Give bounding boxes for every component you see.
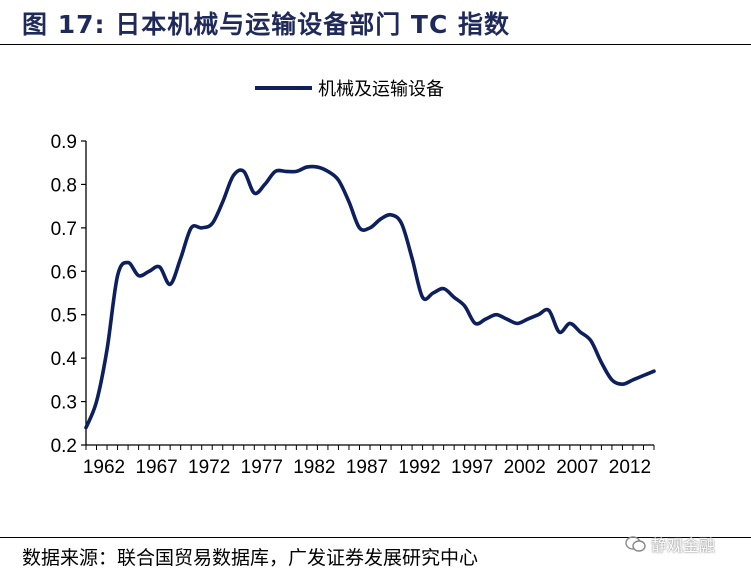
line-chart: 机械及运输设备 0.2 0.3 0.4 0.5 0.6 0.7 0.8 0.9 1962 1967… (51, 79, 656, 478)
y-tick-label: 0.4 (51, 349, 78, 370)
plot-area (84, 164, 656, 430)
top-rule (0, 44, 751, 45)
x-tick-label: 1987 (346, 457, 388, 478)
watermark-text: 静观金融 (651, 536, 716, 555)
y-tick-label: 0.2 (51, 436, 77, 457)
x-tick-label: 1972 (188, 457, 230, 478)
x-tick-label: 2012 (609, 457, 651, 478)
x-tick-label: 1967 (135, 457, 177, 478)
y-tick-label: 0.5 (51, 306, 77, 327)
x-tick-label: 1997 (451, 457, 493, 478)
x-tick-label: 2007 (556, 457, 598, 478)
title-bar: 图 17: 日本机械与运输设备部门 TC 指数 (0, 0, 751, 44)
y-tick-label: 0.6 (51, 262, 77, 283)
series-line-0 (84, 164, 656, 430)
legend: 机械及运输设备 (255, 79, 444, 100)
x-tick-label: 1977 (241, 457, 283, 478)
watermark: 静观金融 (625, 532, 715, 556)
figure-title: 图 17: 日本机械与运输设备部门 TC 指数 (22, 10, 511, 39)
source-note: 数据来源：联合国贸易数据库，广发证券发展研究中心 (22, 547, 479, 569)
x-tick-label: 1962 (83, 457, 125, 478)
y-tick-label: 0.9 (51, 132, 77, 153)
x-tick-label: 1982 (293, 457, 335, 478)
legend-label: 机械及运输设备 (318, 79, 444, 100)
x-tick-label: 2002 (504, 457, 546, 478)
x-tick-label: 1992 (398, 457, 440, 478)
y-tick-label: 0.3 (51, 393, 77, 414)
wechat-icon (625, 536, 646, 552)
axes: 0.2 0.3 0.4 0.5 0.6 0.7 0.8 0.9 1962 1967 1972 1977… (51, 132, 655, 478)
y-tick-label: 0.8 (51, 175, 77, 196)
bottom-rule (0, 537, 751, 538)
y-tick-label: 0.7 (51, 219, 77, 240)
